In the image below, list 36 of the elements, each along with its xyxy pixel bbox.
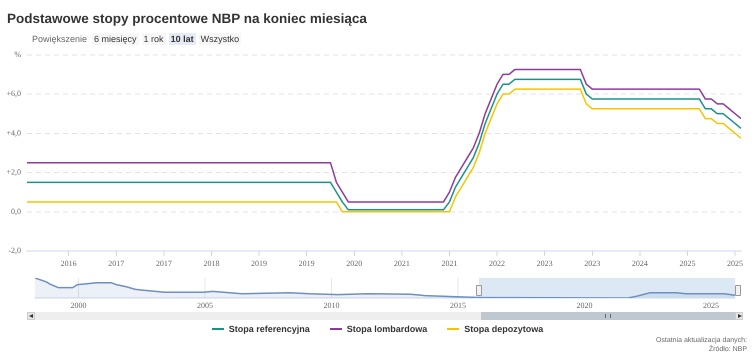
x-tick-label: 2019: [298, 258, 315, 268]
x-tick-label: 2018: [203, 258, 220, 268]
x-tick-label: 2024: [632, 258, 648, 268]
y-tick-label: -2,0: [8, 246, 21, 256]
x-tick-label: 2023: [584, 258, 600, 268]
x-tick-label: 2015: [450, 300, 466, 310]
text: 10 lat: [168, 33, 196, 45]
x-tick-label: 2010: [323, 300, 340, 310]
x-tick-label: 2017: [156, 258, 172, 268]
x-tick-label: 2000: [70, 300, 87, 310]
x-tick-label: 2017: [108, 258, 124, 268]
legend-label: Stopa depozytowa: [463, 324, 544, 334]
y-tick-label: +2,0: [6, 168, 21, 177]
x-tick-label: 2025: [702, 300, 719, 310]
text: Wszystko: [198, 33, 242, 45]
text: 1 rok: [142, 33, 166, 45]
x-tick-label: 2019: [251, 258, 268, 268]
x-tick-label: 2021: [441, 258, 458, 268]
x-tick-label: 2020: [576, 300, 592, 310]
x-tick-label: 2016: [60, 258, 77, 268]
legend-label: Stopa lombardowa: [346, 324, 428, 334]
x-tick-label: 2022: [489, 258, 506, 268]
x-tick-label: 2021: [394, 258, 410, 268]
x-tick-label: 2020: [346, 258, 362, 268]
y-tick-label: %: [14, 50, 22, 59]
legend-label: Stopa referencyjna: [228, 324, 310, 334]
x-tick-label: 2025: [727, 258, 744, 268]
chart-title: Podstawowe stopy procentowe NBP na koniec miesiąca: [7, 11, 367, 26]
text: 6 miesięcy: [92, 33, 139, 45]
text: Powiększenie: [31, 33, 88, 45]
y-tick-label: +4,0: [6, 128, 21, 138]
y-tick-label: 0,0: [11, 206, 21, 216]
x-tick-label: 2023: [536, 258, 553, 268]
x-tick-label: 2025: [679, 258, 696, 268]
y-tick-label: +6,0: [6, 89, 21, 98]
x-tick-label: 2005: [197, 300, 214, 310]
